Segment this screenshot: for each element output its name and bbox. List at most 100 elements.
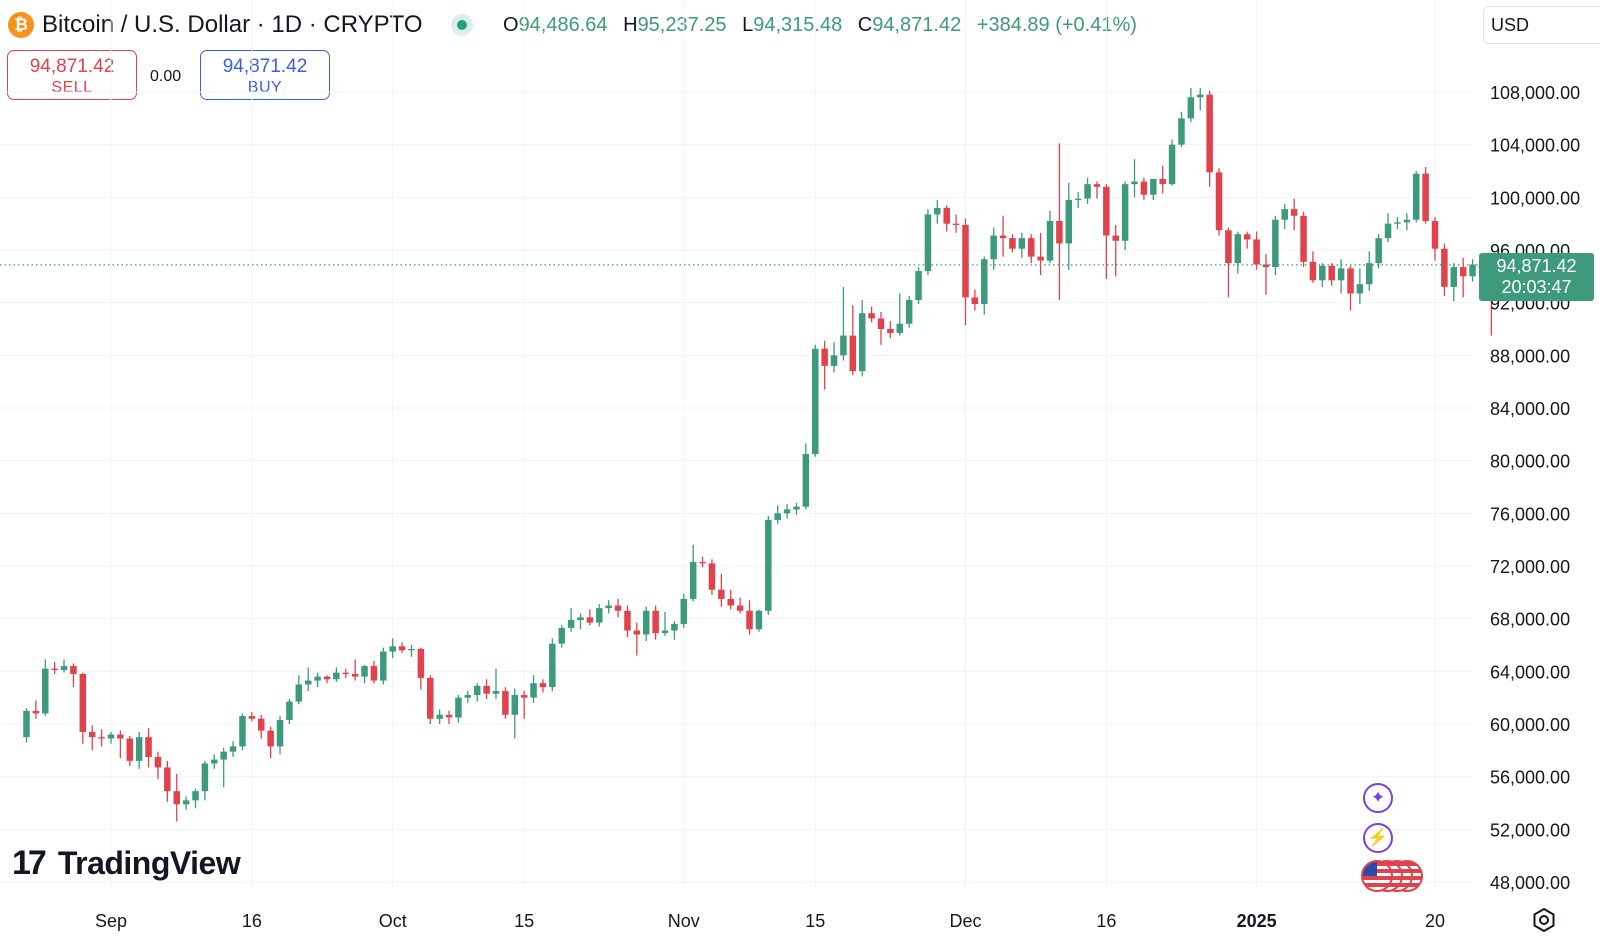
candle-body [549, 643, 556, 688]
y-tick-label: 52,000.00 [1490, 820, 1570, 840]
candle-body [830, 355, 838, 366]
candle-body [896, 323, 904, 333]
candle-body [351, 673, 359, 677]
candle-body [652, 610, 659, 634]
candle-body [802, 454, 810, 507]
x-tick-label: 20 [1425, 911, 1445, 931]
candle-body [154, 756, 162, 768]
currency-select[interactable]: USD [1483, 6, 1600, 44]
candle-body [1431, 221, 1439, 249]
candle-body [530, 683, 537, 698]
y-tick-label: 80,000.00 [1490, 452, 1570, 472]
candle-body [990, 235, 997, 260]
candle-body [971, 297, 979, 304]
candle-body [699, 562, 706, 564]
candle-body [79, 673, 87, 732]
candle-body [915, 271, 922, 301]
candle-body [680, 598, 688, 624]
candle-body [88, 731, 96, 738]
symbol-title[interactable]: Bitcoin / U.S. Dollar · 1D · CRYPTO [42, 11, 423, 38]
candle-body [229, 746, 237, 752]
candle-body [1412, 173, 1420, 220]
candle-body [1450, 267, 1458, 287]
candle-body [614, 605, 622, 611]
y-tick-label: 64,000.00 [1490, 662, 1570, 682]
candle-body [1459, 267, 1467, 277]
last-price-value: 94,871.42 [1496, 256, 1577, 276]
candle-body [408, 648, 415, 651]
candle-layer [0, 88, 1504, 822]
candle-body [868, 313, 875, 319]
candle-body [1046, 221, 1054, 261]
candle-body [1056, 221, 1063, 244]
candle-body [1441, 248, 1448, 287]
y-tick-label: 104,000.00 [1490, 136, 1580, 156]
y-tick-label: 88,000.00 [1490, 346, 1570, 366]
open-label: O [503, 14, 519, 36]
candle-body [342, 672, 350, 674]
lightning-icon[interactable]: ⚡ [1363, 823, 1393, 853]
candle-body [1178, 118, 1185, 145]
candle-body [1112, 235, 1119, 241]
candle-body [1384, 223, 1392, 239]
candle-body [1328, 265, 1335, 281]
candle-body [1262, 264, 1270, 268]
y-tick-label: 100,000.00 [1490, 188, 1580, 208]
x-tick-label: 2025 [1237, 911, 1277, 931]
candle-body [1131, 181, 1138, 185]
candle-body [464, 695, 472, 698]
candle-body [1243, 234, 1251, 240]
candle-body [1469, 264, 1476, 277]
candle-body [877, 318, 885, 329]
candle-body [60, 666, 68, 671]
market-status-icon[interactable] [451, 14, 473, 36]
candle-body [389, 646, 396, 652]
candle-body [126, 738, 134, 761]
candle-body [774, 513, 781, 520]
candle-body [135, 737, 143, 761]
y-tick-label: 48,000.00 [1490, 873, 1570, 893]
y-tick-label: 76,000.00 [1490, 504, 1570, 524]
low-value: 94,315.48 [753, 14, 843, 36]
candle-body [1319, 265, 1326, 281]
tradingview-logo-icon: 17 [12, 843, 47, 882]
change-value: +384.89 (+0.41%) [976, 14, 1137, 36]
candle-body [211, 759, 218, 764]
candle-body [1150, 178, 1157, 195]
candle-body [1281, 209, 1289, 220]
chart-settings-icon[interactable] [1530, 906, 1558, 934]
candle-body [689, 562, 697, 599]
candle-body [1356, 284, 1364, 294]
candle-body [1300, 215, 1307, 262]
candle-body [1027, 238, 1035, 257]
x-tick-label: Sep [95, 911, 127, 931]
candle-body [981, 259, 988, 304]
candle-body [1394, 222, 1401, 224]
candle-body [765, 519, 772, 611]
candle-body [323, 676, 331, 680]
candle-body [661, 630, 669, 634]
high-value: 95,237.25 [637, 14, 727, 36]
last-price-tag: 94,871.42 20:03:47 [1479, 253, 1594, 301]
candle-body [1103, 186, 1110, 236]
economic-events-flags[interactable] [1361, 860, 1427, 894]
tradingview-logo[interactable]: 17 TradingView [12, 843, 241, 882]
candle-body [1121, 184, 1129, 241]
candle-body [1215, 172, 1223, 231]
candle-body [51, 668, 58, 671]
sparkle-icon[interactable]: ✦ [1363, 783, 1393, 813]
high-label: H [623, 14, 638, 36]
candle-body [42, 668, 49, 714]
candle-body [755, 610, 763, 630]
candle-body [736, 605, 744, 611]
candle-body [596, 608, 603, 623]
candle-body [624, 610, 631, 631]
candle-body [642, 610, 650, 635]
buy-price: 94,871.42 [222, 56, 308, 77]
candle-body [793, 506, 800, 510]
us-flag-icon [1361, 860, 1393, 892]
candle-body [1074, 198, 1082, 200]
candle-body [145, 737, 152, 757]
candle-body [605, 605, 612, 609]
